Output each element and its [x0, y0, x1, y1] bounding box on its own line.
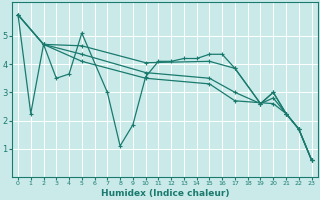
- X-axis label: Humidex (Indice chaleur): Humidex (Indice chaleur): [100, 189, 229, 198]
